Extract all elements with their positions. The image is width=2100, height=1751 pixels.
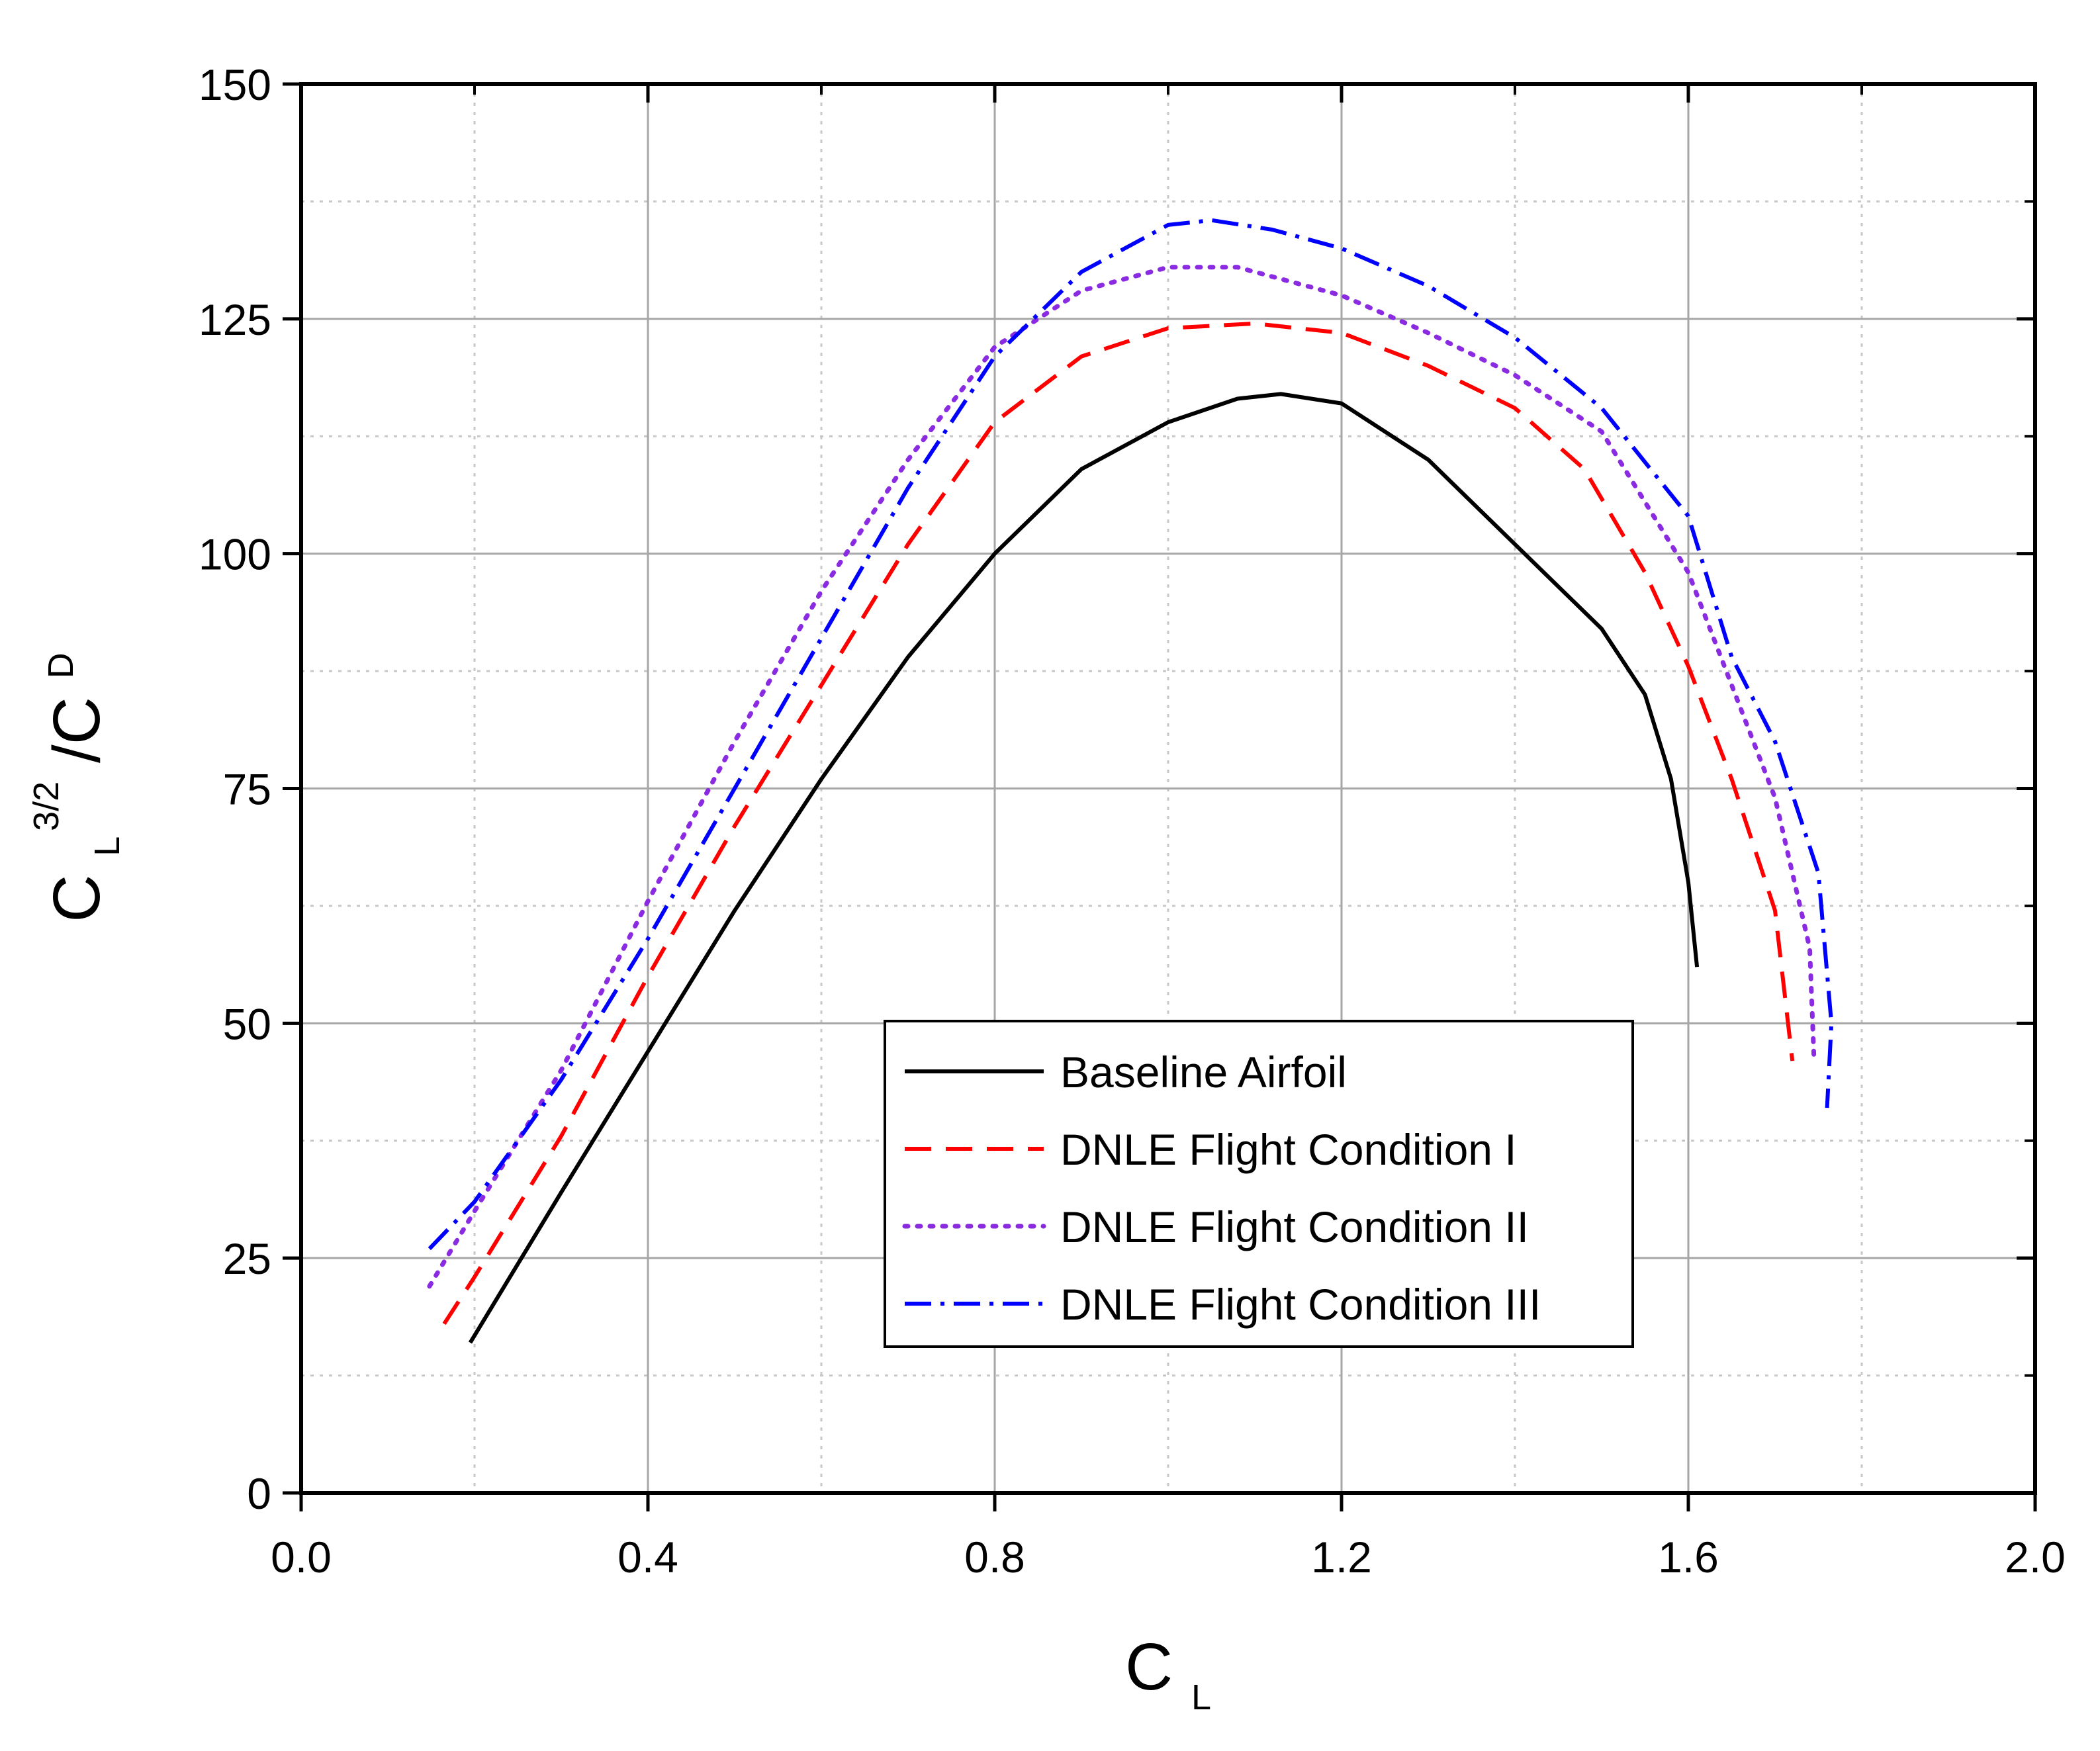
y-tick-label: 125 (199, 295, 271, 344)
x-tick-label: 2.0 (2005, 1533, 2066, 1582)
y-tick-label: 50 (223, 999, 271, 1048)
legend-label-condition-2: DNLE Flight Condition II (1060, 1202, 1529, 1251)
x-axis-title: C L (1125, 1630, 1211, 1717)
legend: Baseline Airfoil DNLE Flight Condition I… (884, 1020, 1634, 1348)
legend-label-baseline: Baseline Airfoil (1060, 1048, 1347, 1097)
y-tick-label: 75 (223, 765, 271, 814)
axis-ticks: 0.0 0.4 0.8 1.2 1.6 2.0 0 25 50 75 100 125 150 (199, 60, 2066, 1582)
series-line-2 (442, 321, 1795, 1325)
x-tick-label: 1.2 (1311, 1533, 1372, 1582)
x-tick-label: 1.6 (1658, 1533, 1719, 1582)
series-line-1 (468, 392, 1700, 1344)
x-tick-label: 0.4 (617, 1533, 678, 1582)
x-tick-label: 0.8 (964, 1533, 1025, 1582)
series-lines (427, 218, 1834, 1344)
series-line-3 (427, 265, 1817, 1289)
legend-label-condition-3: DNLE Flight Condition III (1060, 1280, 1541, 1329)
y-axis-title-main: C (40, 875, 114, 922)
y-axis-title-superscript: 3/2 (26, 782, 66, 831)
y-tick-label: 25 (223, 1234, 271, 1283)
y-tick-label: 100 (199, 530, 271, 579)
x-tick-label: 0.0 (271, 1533, 332, 1582)
y-axis-title-superscript-2: D (41, 652, 81, 678)
y-axis-title-main-2: /C (40, 697, 114, 763)
legend-box (884, 1020, 1634, 1348)
y-tick-label: 0 (247, 1469, 271, 1518)
x-axis-title-subscript: L (1191, 1678, 1211, 1717)
y-axis-title: C L 3/2 /C D (0, 652, 134, 922)
y-tick-label: 150 (199, 60, 271, 109)
y-axis-title-subscript: L (87, 836, 127, 856)
series-line-4 (428, 218, 1834, 1251)
legend-label-condition-1: DNLE Flight Condition I (1060, 1125, 1517, 1174)
x-axis-title-main: C (1125, 1630, 1173, 1704)
